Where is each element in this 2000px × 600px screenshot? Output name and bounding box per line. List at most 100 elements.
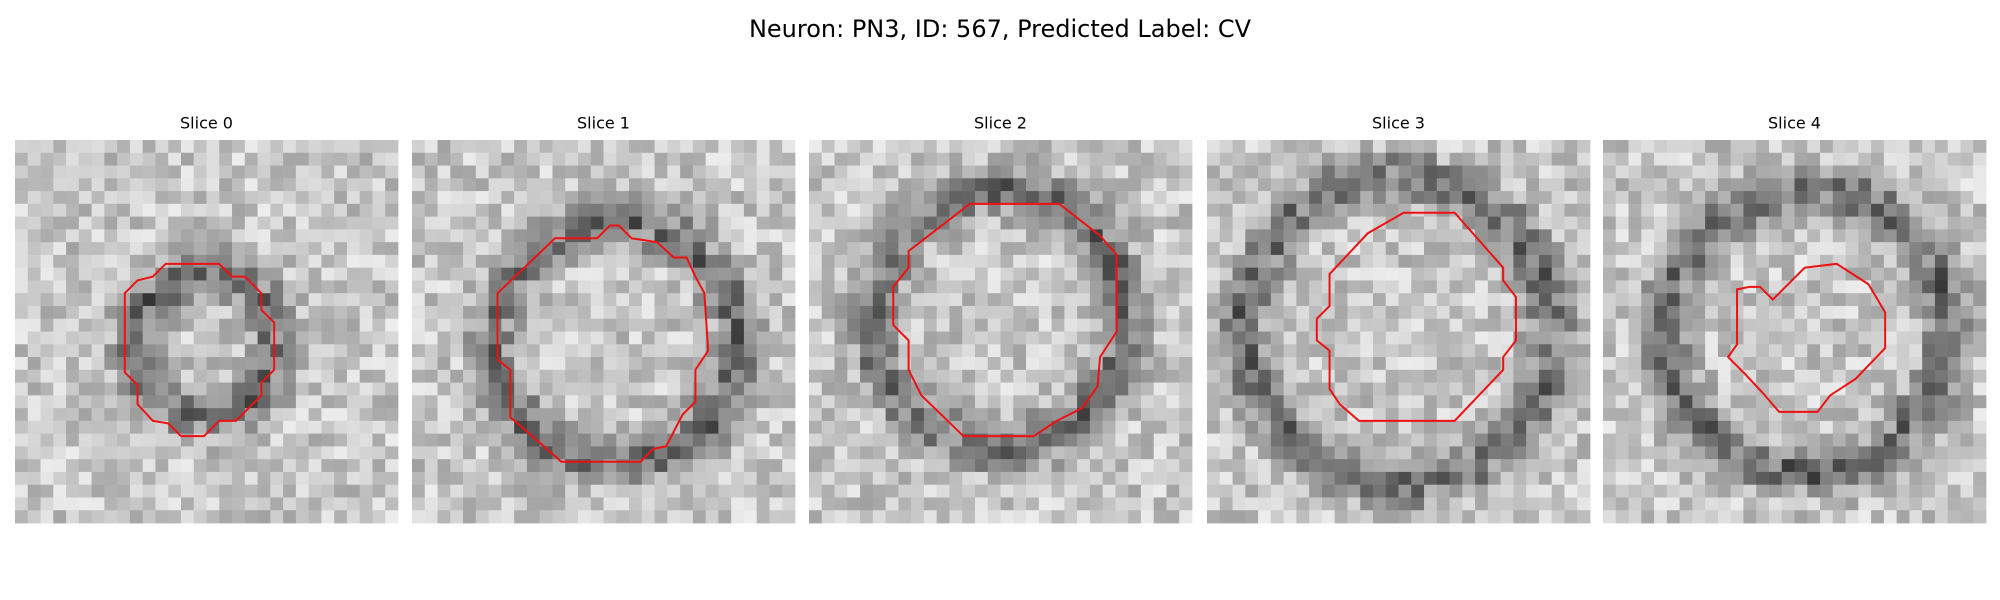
pixel: [1436, 433, 1450, 447]
pixel: [142, 229, 156, 243]
pixel: [1513, 408, 1527, 422]
pixel: [526, 446, 541, 460]
pixel: [180, 229, 195, 243]
pixel: [1756, 459, 1770, 473]
pixel: [1128, 140, 1142, 154]
pixel: [1603, 242, 1617, 256]
pixel: [872, 471, 886, 486]
pixel: [244, 216, 258, 230]
pixel: [1398, 254, 1412, 269]
pixel: [1717, 305, 1732, 320]
pixel: [1309, 433, 1323, 447]
pixel: [1321, 497, 1336, 511]
pixel: [1270, 242, 1284, 256]
pixel: [1089, 229, 1104, 243]
pixel: [936, 395, 950, 409]
pixel: [1743, 203, 1757, 217]
pixel: [1296, 254, 1310, 269]
pixel: [565, 510, 579, 524]
pixel: [168, 293, 182, 307]
pixel: [1385, 293, 1399, 307]
pixel: [731, 318, 745, 332]
pixel: [1258, 369, 1272, 383]
pixel: [898, 191, 912, 205]
pixel: [91, 382, 105, 396]
pixel: [936, 293, 950, 307]
pixel: [1820, 318, 1834, 332]
pixel: [629, 433, 643, 447]
pixel: [1679, 369, 1693, 383]
pixel: [743, 420, 758, 435]
pixel: [1360, 152, 1374, 166]
pixel: [514, 471, 528, 486]
pixel: [385, 305, 399, 320]
pixel: [1385, 191, 1399, 205]
pixel: [66, 420, 80, 435]
pixel: [283, 318, 297, 332]
pixel: [1679, 357, 1693, 371]
pixel: [15, 280, 29, 294]
pixel: [1385, 433, 1399, 447]
pixel: [1166, 331, 1180, 345]
pixel: [1513, 242, 1527, 256]
pixel: [680, 165, 694, 179]
pixel: [1500, 471, 1514, 486]
pixel: [206, 178, 220, 192]
pixel: [1603, 293, 1617, 307]
pixel: [936, 459, 950, 473]
pixel: [1487, 216, 1502, 230]
pixel: [1064, 293, 1078, 307]
pixel: [1577, 497, 1591, 511]
pixel: [1513, 229, 1527, 243]
pixel: [552, 216, 566, 230]
pixel: [346, 152, 361, 166]
pixel: [1115, 395, 1129, 409]
pixel: [1128, 510, 1142, 524]
pixel: [1909, 344, 1923, 358]
pixel: [1115, 446, 1129, 460]
pixel: [1296, 510, 1310, 524]
pixel: [1166, 420, 1180, 435]
pixel: [923, 140, 938, 154]
pixel: [654, 267, 668, 281]
pixel: [1615, 420, 1629, 435]
pixel: [1577, 331, 1591, 345]
pixel: [270, 408, 284, 422]
pixel: [756, 344, 770, 358]
pixel: [308, 382, 322, 396]
pixel: [501, 382, 515, 396]
pixel: [334, 216, 348, 230]
pixel: [1666, 267, 1680, 281]
pixel: [834, 203, 848, 217]
pixel: [1820, 497, 1834, 511]
pixel: [180, 293, 195, 307]
pixel: [1705, 395, 1719, 409]
pixel: [15, 165, 29, 179]
pixel: [590, 216, 604, 230]
pixel: [1551, 369, 1565, 383]
pixel: [40, 254, 54, 269]
pixel: [1424, 357, 1438, 371]
pixel: [1679, 331, 1693, 345]
pixel: [219, 395, 233, 409]
pixel: [104, 191, 118, 205]
pixel: [1245, 471, 1259, 486]
pixel: [40, 216, 54, 230]
pixel: [590, 420, 604, 435]
pixel: [1973, 165, 1987, 179]
pixel: [974, 357, 989, 371]
pixel: [104, 254, 118, 269]
pixel: [1296, 433, 1310, 447]
pixel: [1564, 446, 1578, 460]
pixel: [821, 331, 835, 345]
pixel: [1551, 433, 1565, 447]
pixel: [1654, 178, 1668, 192]
pixel: [244, 459, 258, 473]
pixel: [27, 178, 41, 192]
pixel: [1347, 497, 1361, 511]
pixel: [1564, 433, 1578, 447]
pixel: [949, 318, 963, 332]
pixel: [1309, 357, 1323, 371]
pixel: [142, 242, 156, 256]
pixel: [1462, 152, 1476, 166]
